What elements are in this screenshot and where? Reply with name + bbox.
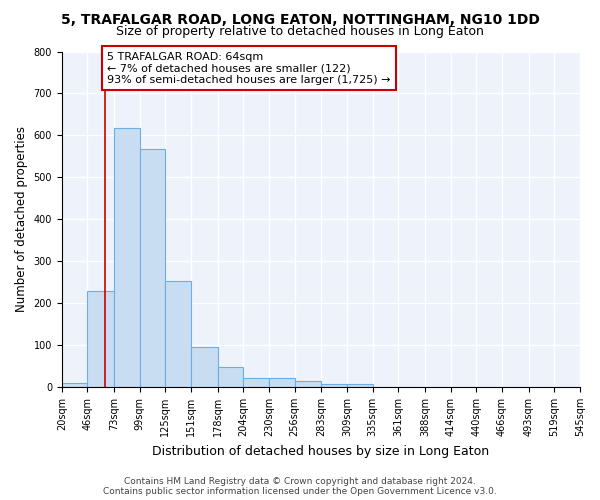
Text: 5 TRAFALGAR ROAD: 64sqm
← 7% of detached houses are smaller (122)
93% of semi-de: 5 TRAFALGAR ROAD: 64sqm ← 7% of detached… <box>107 52 391 85</box>
Text: Contains HM Land Registry data © Crown copyright and database right 2024.
Contai: Contains HM Land Registry data © Crown c… <box>103 476 497 496</box>
Text: 5, TRAFALGAR ROAD, LONG EATON, NOTTINGHAM, NG10 1DD: 5, TRAFALGAR ROAD, LONG EATON, NOTTINGHA… <box>61 12 539 26</box>
Bar <box>218 367 244 387</box>
Bar <box>347 384 373 387</box>
Text: Size of property relative to detached houses in Long Eaton: Size of property relative to detached ho… <box>116 25 484 38</box>
Bar <box>62 383 88 387</box>
Bar <box>269 378 295 387</box>
Bar <box>191 347 218 387</box>
X-axis label: Distribution of detached houses by size in Long Eaton: Distribution of detached houses by size … <box>152 444 490 458</box>
Y-axis label: Number of detached properties: Number of detached properties <box>15 126 28 312</box>
Bar <box>322 384 347 387</box>
Bar <box>166 281 191 387</box>
Bar <box>88 292 114 387</box>
Bar <box>295 381 322 387</box>
Bar <box>140 149 166 387</box>
Bar <box>244 378 269 387</box>
Bar <box>114 128 140 387</box>
